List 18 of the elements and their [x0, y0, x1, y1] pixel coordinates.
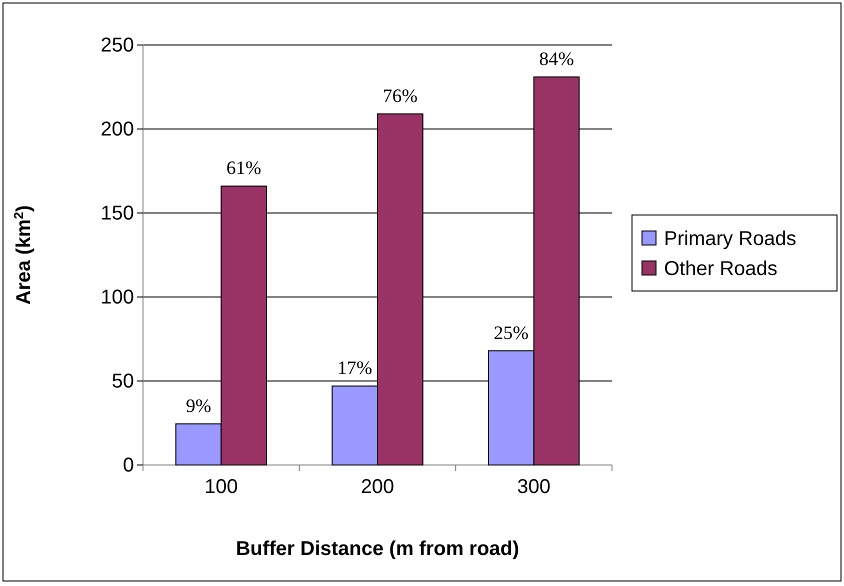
annotation: 9% [186, 396, 212, 417]
x-axis-title: Buffer Distance (m from road) [236, 538, 520, 560]
annotation: 25% [494, 322, 529, 344]
y-tick-label: 0 [122, 454, 134, 476]
y-tick-label: 200 [100, 118, 134, 140]
annotation: 76% [382, 86, 418, 107]
y-tick-label: 150 [100, 202, 134, 224]
annotation: 61% [226, 158, 262, 180]
y-tick-label: 250 [100, 34, 134, 56]
annotation: 84% [539, 48, 574, 70]
legend-label: Other Roads [664, 258, 778, 280]
legend-label: Primary Roads [664, 228, 796, 250]
y-tick-label: 50 [112, 370, 134, 392]
x-tick-label: 100 [204, 476, 238, 498]
y-tick-label: 100 [100, 286, 134, 308]
annotation: 17% [337, 358, 372, 380]
x-tick-label: 200 [360, 476, 394, 498]
x-tick-label: 300 [517, 476, 551, 498]
